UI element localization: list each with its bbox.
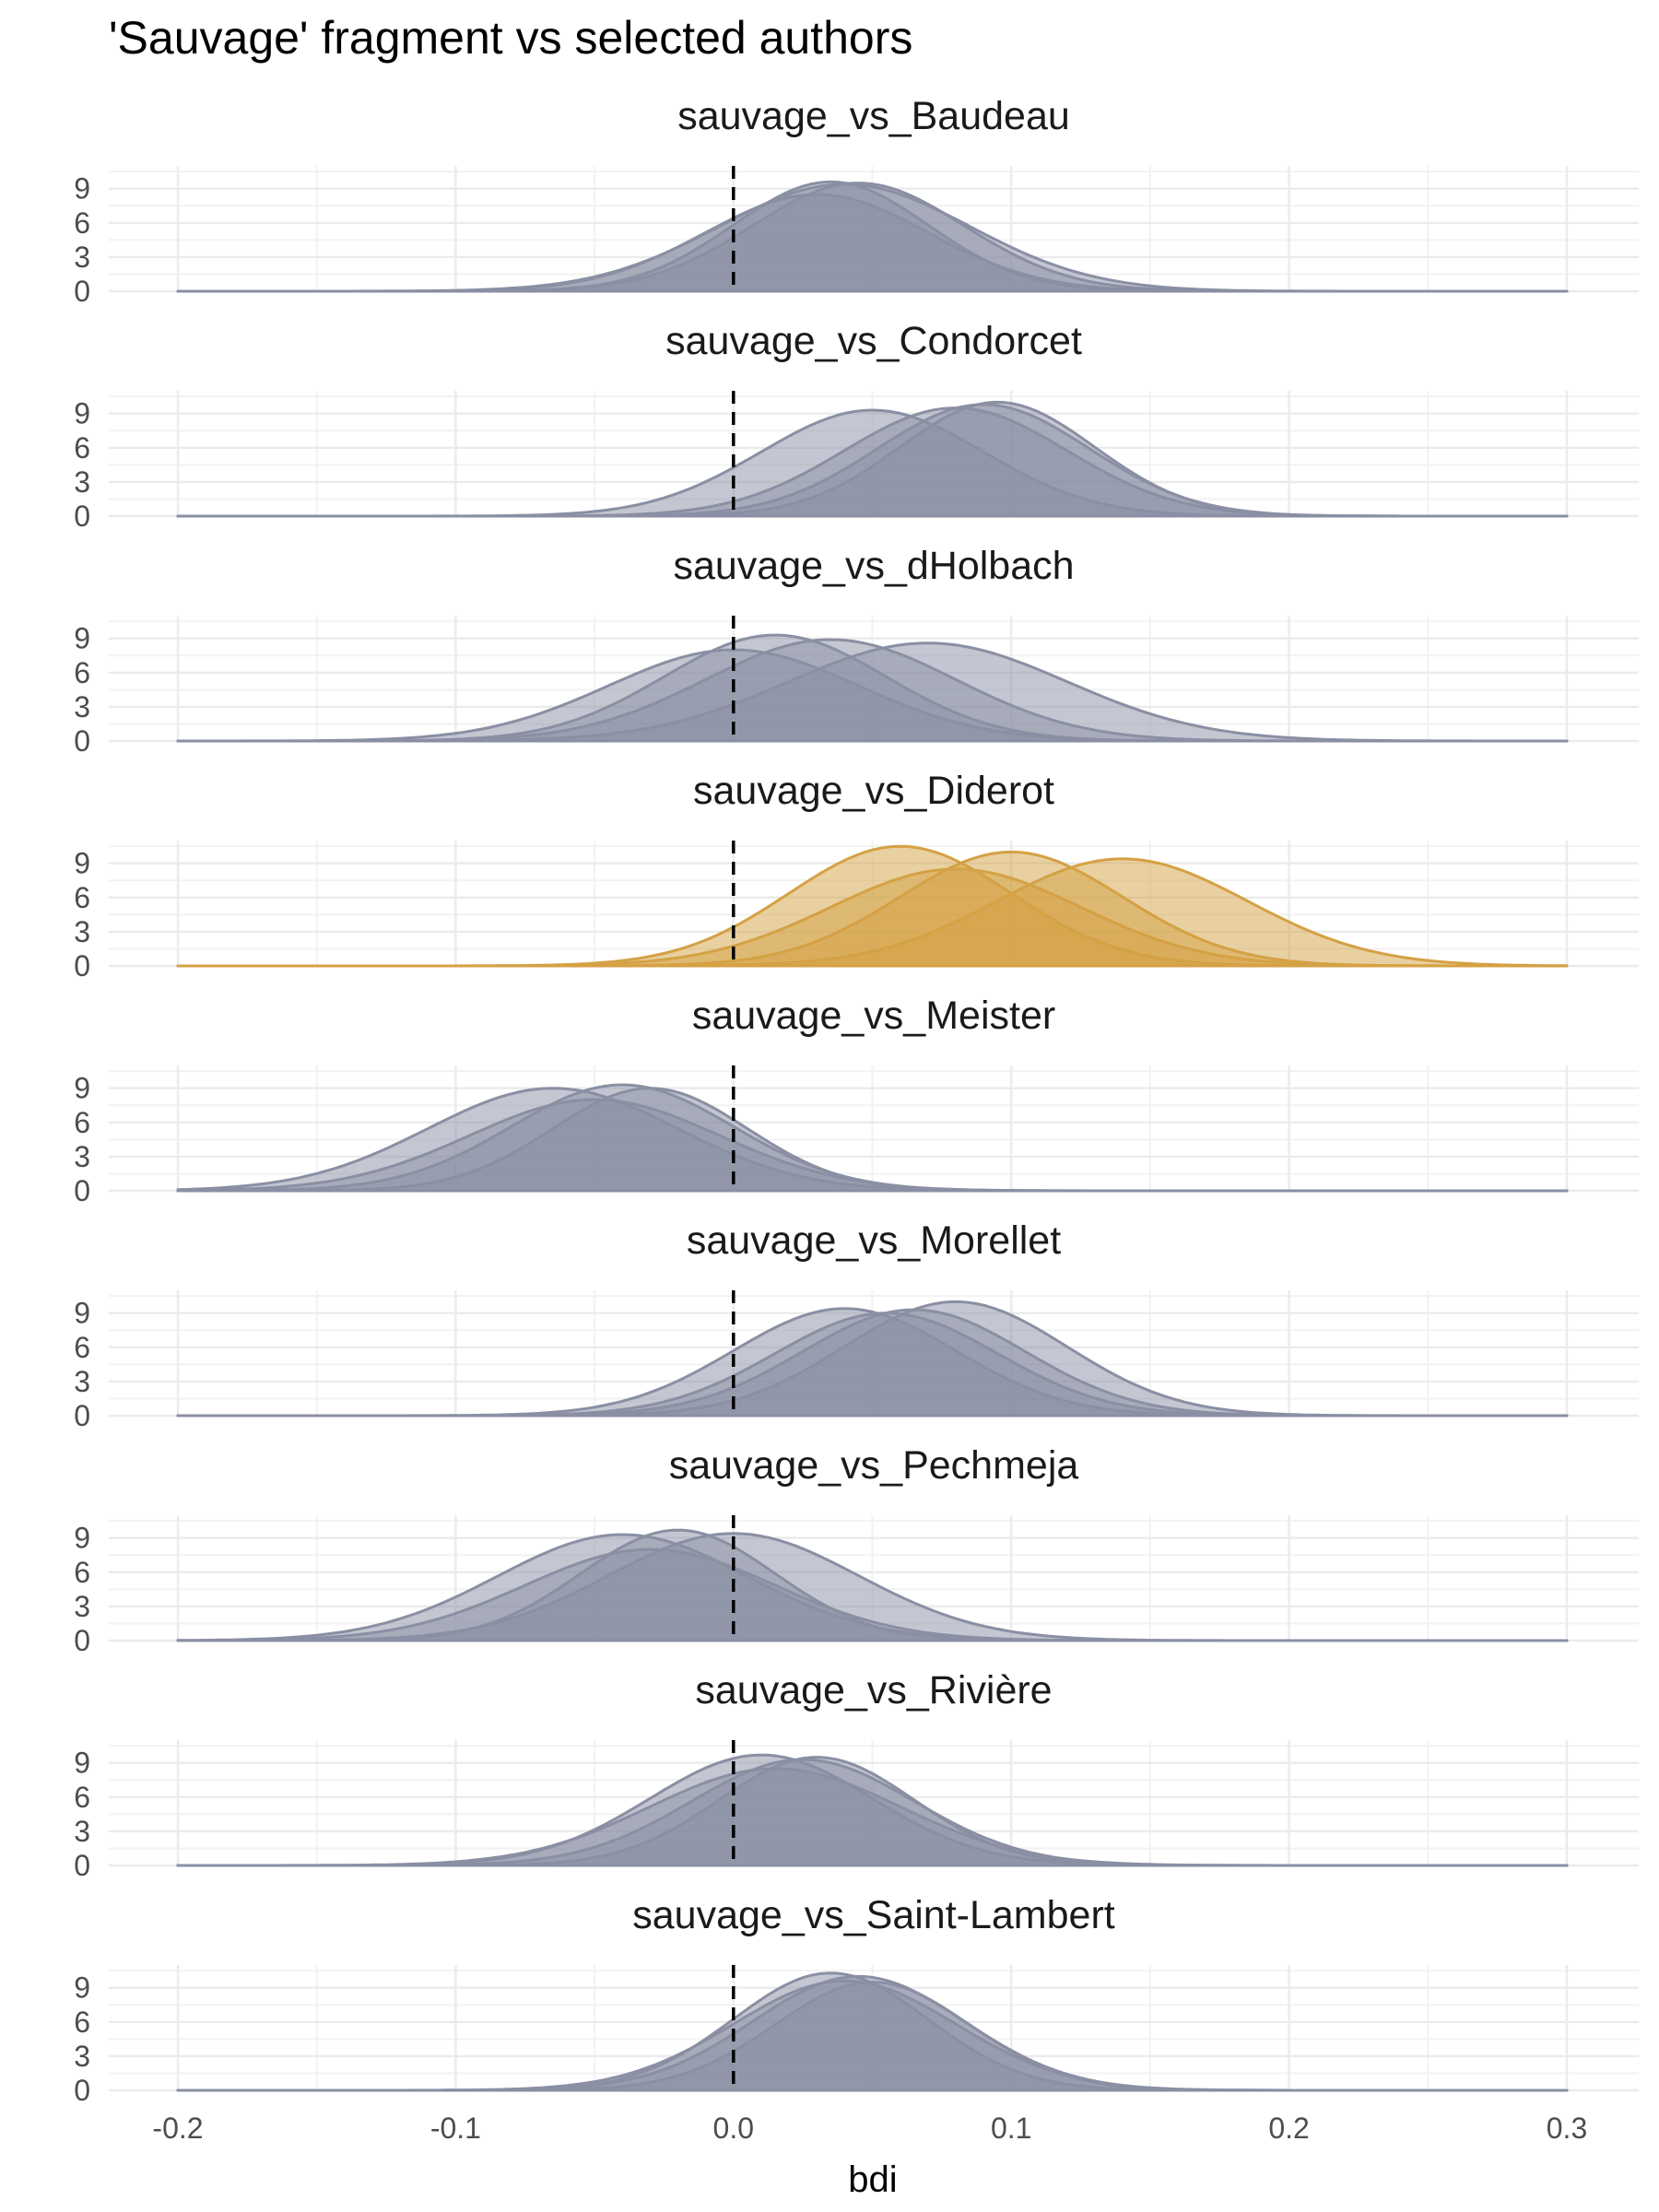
facet-panels: sauvage_vs_Baudeau0369sauvage_vs_Condorc… <box>74 94 1639 2107</box>
density-area-4 <box>176 648 1569 743</box>
y-tick-label: 3 <box>74 690 90 724</box>
y-tick-label: 0 <box>74 1399 90 1432</box>
y-tick-label: 3 <box>74 1815 90 1848</box>
density-area-4 <box>176 403 1569 518</box>
y-tick-label: 3 <box>74 1590 90 1623</box>
facet-title: sauvage_vs_Pechmeja <box>669 1443 1079 1488</box>
y-tick-label: 6 <box>74 1556 90 1589</box>
facet-title: sauvage_vs_dHolbach <box>673 544 1074 588</box>
y-tick-label: 9 <box>74 1522 90 1555</box>
x-tick-label: 0.3 <box>1547 2112 1587 2145</box>
density-area-4 <box>176 1098 1569 1193</box>
facet-title: sauvage_vs_Baudeau <box>677 94 1070 138</box>
y-tick-label: 0 <box>74 1624 90 1657</box>
x-tick-label: 0.1 <box>991 2112 1031 2145</box>
density-area-4 <box>176 1547 1569 1642</box>
y-tick-label: 0 <box>74 1849 90 1882</box>
y-tick-label: 9 <box>74 172 90 206</box>
y-tick-label: 3 <box>74 465 90 499</box>
y-tick-label: 3 <box>74 915 90 948</box>
y-tick-label: 6 <box>74 881 90 914</box>
y-tick-label: 3 <box>74 2040 90 2073</box>
x-tick-label: 0.2 <box>1268 2112 1309 2145</box>
y-tick-label: 6 <box>74 1331 90 1364</box>
density-area-4 <box>176 1981 1569 2092</box>
facet-title: sauvage_vs_Meister <box>692 994 1055 1038</box>
y-tick-label: 9 <box>74 622 90 655</box>
density-area-4 <box>176 193 1569 293</box>
y-tick-label: 0 <box>74 275 90 308</box>
y-tick-label: 3 <box>74 1365 90 1398</box>
y-tick-label: 6 <box>74 2006 90 2039</box>
y-tick-label: 3 <box>74 1140 90 1173</box>
y-tick-label: 3 <box>74 241 90 274</box>
y-tick-label: 0 <box>74 724 90 758</box>
y-tick-label: 0 <box>74 2074 90 2107</box>
y-tick-label: 9 <box>74 1747 90 1780</box>
x-tick-label: 0.0 <box>713 2112 754 2145</box>
x-axis-label: bdi <box>848 2159 897 2200</box>
y-tick-label: 6 <box>74 1781 90 1814</box>
facet-title: sauvage_vs_Condorcet <box>665 319 1082 363</box>
facet-title: sauvage_vs_Morellet <box>687 1218 1061 1263</box>
x-axis: -0.2 -0.1 0.0 0.1 0.2 0.3 <box>152 2112 1587 2145</box>
y-tick-label: 9 <box>74 397 90 430</box>
y-tick-label: 9 <box>74 847 90 880</box>
x-tick-label: -0.1 <box>430 2112 481 2145</box>
y-tick-label: 0 <box>74 949 90 982</box>
density-area-4 <box>176 1767 1569 1867</box>
y-tick-label: 9 <box>74 1971 90 2005</box>
y-tick-label: 9 <box>74 1297 90 1330</box>
y-tick-label: 6 <box>74 206 90 240</box>
y-tick-label: 6 <box>74 431 90 465</box>
chart-title: 'Sauvage' fragment vs selected authors <box>109 12 912 64</box>
facet-title: sauvage_vs_Diderot <box>693 769 1054 813</box>
y-tick-label: 6 <box>74 656 90 689</box>
y-tick-label: 6 <box>74 1106 90 1139</box>
facet-title: sauvage_vs_Saint-Lambert <box>632 1893 1115 1937</box>
facet-title: sauvage_vs_Rivière <box>695 1668 1052 1712</box>
y-tick-label: 0 <box>74 1174 90 1207</box>
density-area-4 <box>176 1312 1569 1418</box>
y-tick-label: 0 <box>74 500 90 533</box>
x-tick-label: -0.2 <box>152 2112 203 2145</box>
y-tick-label: 9 <box>74 1072 90 1105</box>
density-area-4 <box>176 867 1569 968</box>
